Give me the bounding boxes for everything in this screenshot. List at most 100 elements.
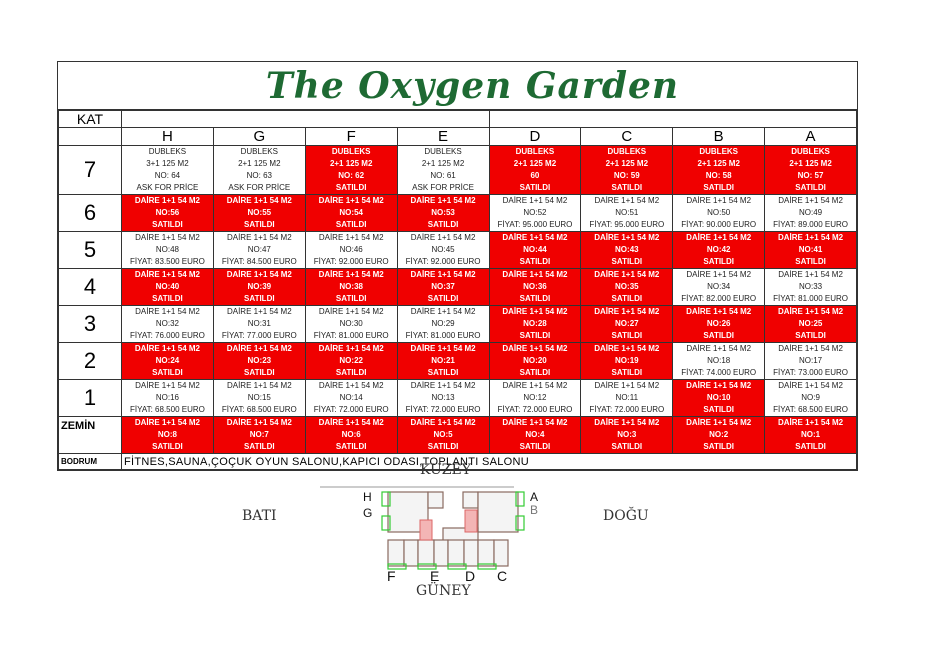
floor-row: 2 DAİRE 1+1 54 M2 NO:24 SATILDI DAİRE 1+1 54… (58, 342, 857, 380)
unit-line: NO:21 (431, 356, 455, 365)
unit-cell-available: DAİRE 1+1 54 M2 NO:18 FİYAT: 74.000 EURO (672, 342, 766, 380)
unit-line: SATILDI (244, 220, 275, 229)
unit-line: DAİRE 1+1 54 M2 (502, 307, 568, 316)
unit-cell-available: DAİRE 1+1 54 M2 NO:33 FİYAT: 81.000 EURO (764, 268, 857, 306)
unit-line: SATILDI (703, 257, 734, 266)
unit-line: FİYAT: 68.500 EURO (773, 405, 848, 414)
unit-line: 2+1 125 M2 (421, 159, 465, 168)
unit-line: DUBLEKS (331, 147, 371, 156)
east-label: DOĞU (603, 508, 649, 524)
unit-line: DAİRE 1+1 54 M2 (410, 307, 476, 316)
unit-cell-available: DAİRE 1+1 54 M2 NO:14 FİYAT: 72.000 EURO (304, 379, 398, 417)
unit-line: DAİRE 1+1 54 M2 (778, 344, 843, 353)
unit-line: NO:18 (707, 356, 731, 365)
unit-cell-sold: DAİRE 1+1 54 M2 NO:55 SATILDI (212, 194, 306, 232)
unit-line: 3+1 125 M2 (146, 159, 189, 168)
unit-cell-sold: DAİRE 1+1 54 M2 NO:43 SATILDI (580, 231, 674, 269)
unit-line: NO:28 (523, 319, 547, 328)
unit-line: SATILDI (611, 368, 643, 377)
unit-line: DAİRE 1+1 54 M2 (777, 418, 844, 427)
unit-cell-sold: DUBLEKS 2+1 125 M2 NO: 58 SATILDI (672, 145, 766, 195)
unit-cell-sold: DUBLEKS 2+1 125 M2 60 SATILDI (488, 145, 582, 195)
floor-row: 5 DAİRE 1+1 54 M2 NO:48 FİYAT: 83.500 EURO D… (58, 231, 857, 269)
unit-line: FİYAT: 92.000 EURO (405, 257, 481, 266)
unit-cell-available: DUBLEKS 3+1 125 M2 NO: 64 ASK FOR PRİCE (121, 145, 214, 195)
unit-line: FİYAT: 89.000 EURO (773, 220, 848, 229)
unit-line: FİYAT: 72.000 EURO (589, 405, 665, 414)
unit-line: NO:25 (798, 319, 823, 328)
unit-line: SATILDI (335, 294, 367, 303)
unit-line: DAİRE 1+1 54 M2 (502, 270, 568, 279)
unit-line: FİYAT: 92.000 EURO (313, 257, 389, 266)
unit-line: NO:40 (155, 282, 180, 291)
unit-cell-sold: DAİRE 1+1 54 M2 NO:35 SATILDI (580, 268, 674, 306)
unit-line: SATILDI (427, 294, 459, 303)
unit-line: DAİRE 1+1 54 M2 (594, 344, 660, 353)
unit-line: DAİRE 1+1 54 M2 (410, 270, 476, 279)
unit-cell-sold: DAİRE 1+1 54 M2 NO:53 SATILDI (396, 194, 490, 232)
unit-line: DAİRE 1+1 54 M2 (318, 418, 384, 427)
unit-line: DAİRE 1+1 54 M2 (778, 381, 843, 390)
unit-line: NO:13 (431, 393, 455, 402)
unit-cell-sold: DAİRE 1+1 54 M2 NO:20 SATILDI (488, 342, 582, 380)
unit-cell-sold: DAİRE 1+1 54 M2 NO:28 SATILDI (488, 305, 582, 343)
floor-row: 7 DUBLEKS 3+1 125 M2 NO: 64 ASK FOR PRİCE DUB… (58, 145, 857, 195)
unit-line: DAİRE 1+1 54 M2 (134, 418, 200, 427)
unit-line: FİYAT: 81.000 EURO (313, 331, 389, 340)
unit-line: SATILDI (244, 294, 275, 303)
unit-line: NO:10 (706, 393, 731, 402)
unit-cell-available: DAİRE 1+1 54 M2 NO:45 FİYAT: 92.000 EURO (396, 231, 490, 269)
unit-line: DUBLEKS (607, 147, 647, 156)
plan-label-e: E (430, 568, 440, 584)
unit-line: SATILDI (611, 442, 643, 451)
unit-line: DAİRE 1+1 54 M2 (502, 344, 568, 353)
unit-line: NO:36 (523, 282, 547, 291)
unit-cell-available: DAİRE 1+1 54 M2 NO:52 FİYAT: 95.000 EURO (488, 194, 582, 232)
unit-line: NO:39 (247, 282, 272, 291)
unit-line: DAİRE 1+1 54 M2 (226, 344, 292, 353)
plan-label-c: C (497, 568, 508, 584)
unit-line: DAİRE 1+1 54 M2 (134, 344, 200, 353)
unit-line: DAİRE 1+1 54 M2 (778, 270, 843, 279)
unit-line: DAİRE 1+1 54 M2 (686, 307, 752, 316)
unit-line: DAİRE 1+1 54 M2 (594, 418, 660, 427)
unit-cell-available: DAİRE 1+1 54 M2 NO:9 FİYAT: 68.500 EURO (764, 379, 857, 417)
unit-line: NO:43 (615, 245, 639, 254)
unit-line: NO:4 (525, 430, 545, 439)
unit-line: DAİRE 1+1 54 M2 (778, 196, 843, 205)
unit-line: NO:27 (615, 319, 639, 328)
unit-line: NO:31 (247, 319, 271, 328)
floor-label: 6 (58, 194, 122, 232)
plan-label-b: B (530, 503, 539, 517)
unit-line: DAİRE 1+1 54 M2 (134, 196, 200, 205)
unit-cell-available: DAİRE 1+1 54 M2 NO:15 FİYAT: 68.500 EURO (212, 379, 306, 417)
column-header-g: G (212, 127, 306, 146)
unit-line: NO:6 (341, 430, 361, 439)
unit-line: NO:8 (157, 430, 177, 439)
unit-cell-available: DAİRE 1+1 54 M2 NO:31 FİYAT: 77.000 EURO (212, 305, 306, 343)
unit-line: DUBLEKS (791, 147, 830, 156)
unit-line: SATILDI (795, 331, 826, 340)
unit-line: ASK FOR PRİCE (412, 183, 474, 192)
unit-line: SATILDI (152, 442, 183, 451)
unit-line: SATILDI (519, 368, 551, 377)
unit-cell-sold: DAİRE 1+1 54 M2 NO:5 SATILDI (396, 416, 490, 454)
unit-line: SATILDI (427, 442, 459, 451)
plan-label-f: F (387, 568, 396, 584)
unit-line: 2+1 125 M2 (789, 159, 832, 168)
column-header-f: F (304, 127, 398, 146)
unit-line: DAİRE 1+1 54 M2 (502, 196, 568, 205)
unit-line: DAİRE 1+1 54 M2 (502, 233, 568, 242)
unit-cell-sold: DAİRE 1+1 54 M2 NO:26 SATILDI (672, 305, 766, 343)
unit-cell-sold: DAİRE 1+1 54 M2 NO:42 SATILDI (672, 231, 766, 269)
unit-line: DAİRE 1+1 54 M2 (226, 307, 292, 316)
unit-line: DAİRE 1+1 54 M2 (686, 270, 752, 279)
unit-line: NO:49 (799, 208, 823, 217)
bodrum-value: FİTNES,SAUNA,ÇOÇUK OYUN SALONU,KAPICI OD… (121, 453, 857, 470)
unit-cell-sold: DAİRE 1+1 54 M2 NO:39 SATILDI (212, 268, 306, 306)
unit-line: FİYAT: 81.000 EURO (405, 331, 481, 340)
unit-line: FİYAT: 95.000 EURO (589, 220, 665, 229)
unit-line: FİYAT: 83.500 EURO (130, 257, 205, 266)
unit-line: SATILDI (703, 331, 734, 340)
unit-line: FİYAT: 84.500 EURO (221, 257, 297, 266)
